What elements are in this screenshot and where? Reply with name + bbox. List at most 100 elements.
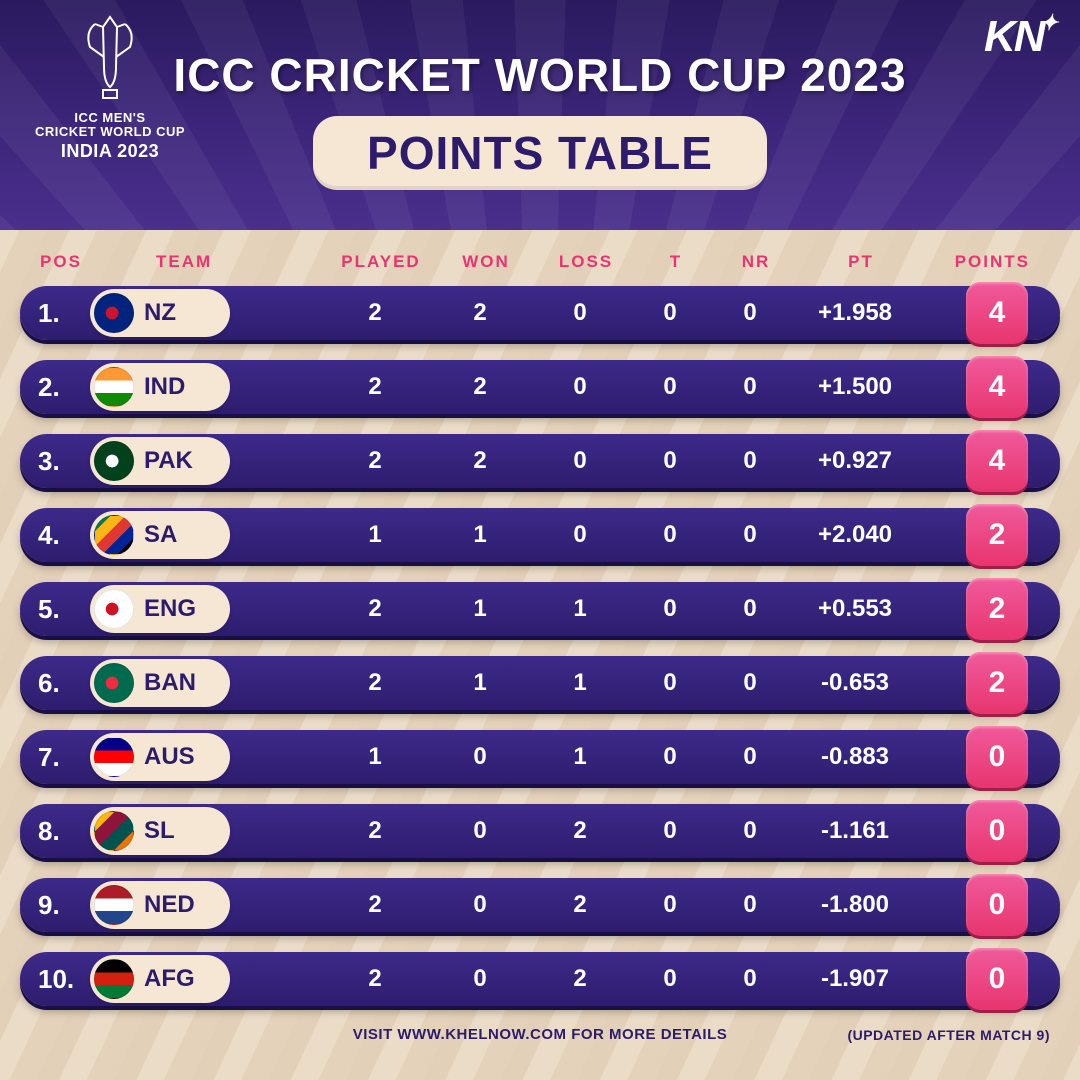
cell-pos: 10. <box>20 964 90 995</box>
cell-points: 0 <box>920 726 1030 788</box>
cell-t: 0 <box>630 817 710 845</box>
points-badge: 0 <box>966 874 1028 936</box>
col-team: TEAM <box>96 252 326 272</box>
points-badge: 4 <box>966 430 1028 492</box>
flag-icon <box>94 811 134 851</box>
cell-pos: 2. <box>20 372 90 403</box>
cell-t: 0 <box>630 373 710 401</box>
cell-loss: 1 <box>530 669 630 697</box>
footer-updated: (UPDATED AFTER MATCH 9) <box>847 1027 1050 1043</box>
table-row: 10. AFG 2 0 2 0 0 -1.907 0 <box>20 948 1060 1010</box>
cell-pt: +2.040 <box>790 521 920 549</box>
flag-icon <box>94 737 134 777</box>
cell-loss: 2 <box>530 965 630 993</box>
table-row: 7. AUS 1 0 1 0 0 -0.883 0 <box>20 726 1060 788</box>
cell-won: 0 <box>430 891 530 919</box>
cell-points: 2 <box>920 504 1030 566</box>
table-row: 6. BAN 2 1 1 0 0 -0.653 2 <box>20 652 1060 714</box>
flag-icon <box>94 515 134 555</box>
points-badge: 2 <box>966 652 1028 714</box>
team-pill: AFG <box>90 955 230 1003</box>
cell-won: 2 <box>430 373 530 401</box>
cell-loss: 2 <box>530 891 630 919</box>
cell-team: NED <box>90 881 320 929</box>
col-nr: NR <box>716 252 796 272</box>
cell-team: AUS <box>90 733 320 781</box>
team-code: NZ <box>144 299 176 327</box>
cell-points: 0 <box>920 948 1030 1010</box>
flag-icon <box>94 885 134 925</box>
cell-team: AFG <box>90 955 320 1003</box>
cell-loss: 1 <box>530 595 630 623</box>
cell-points: 2 <box>920 578 1030 640</box>
cell-loss: 0 <box>530 373 630 401</box>
col-points: POINTS <box>926 252 1036 272</box>
cell-played: 2 <box>320 817 430 845</box>
cell-pt: -1.907 <box>790 965 920 993</box>
cell-pt: -0.653 <box>790 669 920 697</box>
table-row: 2. IND 2 2 0 0 0 +1.500 4 <box>20 356 1060 418</box>
table-row: 1. NZ 2 2 0 0 0 +1.958 4 <box>20 282 1060 344</box>
cell-won: 0 <box>430 743 530 771</box>
cell-nr: 0 <box>710 299 790 327</box>
cell-nr: 0 <box>710 743 790 771</box>
cell-won: 2 <box>430 447 530 475</box>
cell-nr: 0 <box>710 669 790 697</box>
team-code: IND <box>144 373 185 401</box>
cell-pt: +0.927 <box>790 447 920 475</box>
logo-line-1: ICC MEN'S <box>20 111 200 125</box>
col-pos: POS <box>26 252 96 272</box>
team-code: AUS <box>144 743 195 771</box>
cell-team: BAN <box>90 659 320 707</box>
cell-played: 2 <box>320 965 430 993</box>
cell-played: 2 <box>320 669 430 697</box>
cell-loss: 0 <box>530 521 630 549</box>
cell-t: 0 <box>630 595 710 623</box>
points-badge: 4 <box>966 282 1028 344</box>
cell-t: 0 <box>630 965 710 993</box>
cell-pos: 5. <box>20 594 90 625</box>
team-pill: BAN <box>90 659 230 707</box>
logo-host: INDIA 2023 <box>20 142 200 162</box>
flag-icon <box>94 589 134 629</box>
cell-points: 4 <box>920 430 1030 492</box>
table-header-row: POS TEAM PLAYED WON LOSS T NR PT POINTS <box>20 242 1060 282</box>
cell-t: 0 <box>630 669 710 697</box>
cell-loss: 0 <box>530 299 630 327</box>
points-badge: 4 <box>966 356 1028 418</box>
team-pill: ENG <box>90 585 230 633</box>
cell-nr: 0 <box>710 447 790 475</box>
points-badge: 2 <box>966 504 1028 566</box>
table-row: 5. ENG 2 1 1 0 0 +0.553 2 <box>20 578 1060 640</box>
cell-t: 0 <box>630 299 710 327</box>
page-subtitle: POINTS TABLE <box>313 116 767 190</box>
cell-team: NZ <box>90 289 320 337</box>
cell-pos: 1. <box>20 298 90 329</box>
team-code: SL <box>144 817 175 845</box>
cell-pt: -1.800 <box>790 891 920 919</box>
flag-icon <box>94 663 134 703</box>
cell-pt: -0.883 <box>790 743 920 771</box>
table-row: 9. NED 2 0 2 0 0 -1.800 0 <box>20 874 1060 936</box>
cell-pos: 3. <box>20 446 90 477</box>
col-won: WON <box>436 252 536 272</box>
flag-icon <box>94 959 134 999</box>
points-badge: 0 <box>966 726 1028 788</box>
cell-won: 2 <box>430 299 530 327</box>
table-row: 8. SL 2 0 2 0 0 -1.161 0 <box>20 800 1060 862</box>
cell-pos: 7. <box>20 742 90 773</box>
cell-pt: -1.161 <box>790 817 920 845</box>
cell-nr: 0 <box>710 595 790 623</box>
team-code: AFG <box>144 965 195 993</box>
cell-pos: 8. <box>20 816 90 847</box>
cell-pos: 4. <box>20 520 90 551</box>
team-code: ENG <box>144 595 196 623</box>
cell-nr: 0 <box>710 965 790 993</box>
cell-played: 2 <box>320 373 430 401</box>
team-code: NED <box>144 891 195 919</box>
cell-won: 1 <box>430 669 530 697</box>
cell-t: 0 <box>630 891 710 919</box>
cell-points: 0 <box>920 874 1030 936</box>
cell-points: 2 <box>920 652 1030 714</box>
col-pt: PT <box>796 252 926 272</box>
